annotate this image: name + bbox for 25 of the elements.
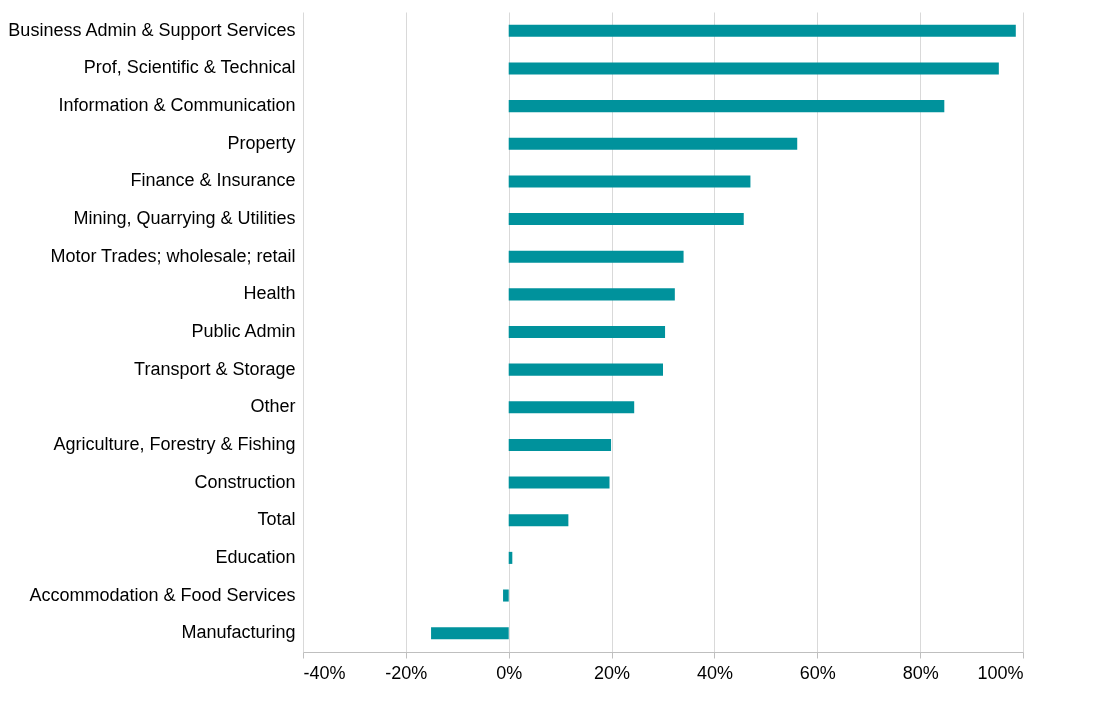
y-tick-label: Education xyxy=(215,546,296,567)
x-tick-label: -20% xyxy=(385,662,428,683)
y-tick-label: Health xyxy=(243,283,296,304)
y-tick-label: Construction xyxy=(194,471,296,492)
y-tick-label: Mining, Quarrying & Utilities xyxy=(73,208,296,229)
x-tick-label: 100% xyxy=(977,662,1024,683)
x-tick-label: 80% xyxy=(902,662,939,683)
y-tick-label: Total xyxy=(257,509,296,530)
y-tick-label: Property xyxy=(227,132,296,153)
y-tick-label: Motor Trades; wholesale; retail xyxy=(50,245,296,266)
y-tick-label: Prof, Scientific & Technical xyxy=(83,57,296,78)
x-tick-label: -40% xyxy=(303,662,346,683)
x-tick-label: 40% xyxy=(696,662,733,683)
y-tick-label: Manufacturing xyxy=(181,622,296,643)
y-tick-label: Public Admin xyxy=(191,321,296,341)
x-tick-label: 60% xyxy=(799,662,836,683)
y-tick-label: Transport & Storage xyxy=(134,358,296,379)
y-tick-label: Finance & Insurance xyxy=(130,170,296,191)
y-tick-label: Information & Communication xyxy=(58,95,296,116)
y-tick-label: Agriculture, Forestry & Fishing xyxy=(53,433,296,454)
y-tick-label: Accommodation & Food Services xyxy=(29,584,296,605)
x-tick-label: 20% xyxy=(594,662,631,683)
y-tick-label: Business Admin & Support Services xyxy=(8,19,296,40)
y-tick-label: Other xyxy=(250,396,296,417)
x-tick-label: 0% xyxy=(496,662,523,683)
